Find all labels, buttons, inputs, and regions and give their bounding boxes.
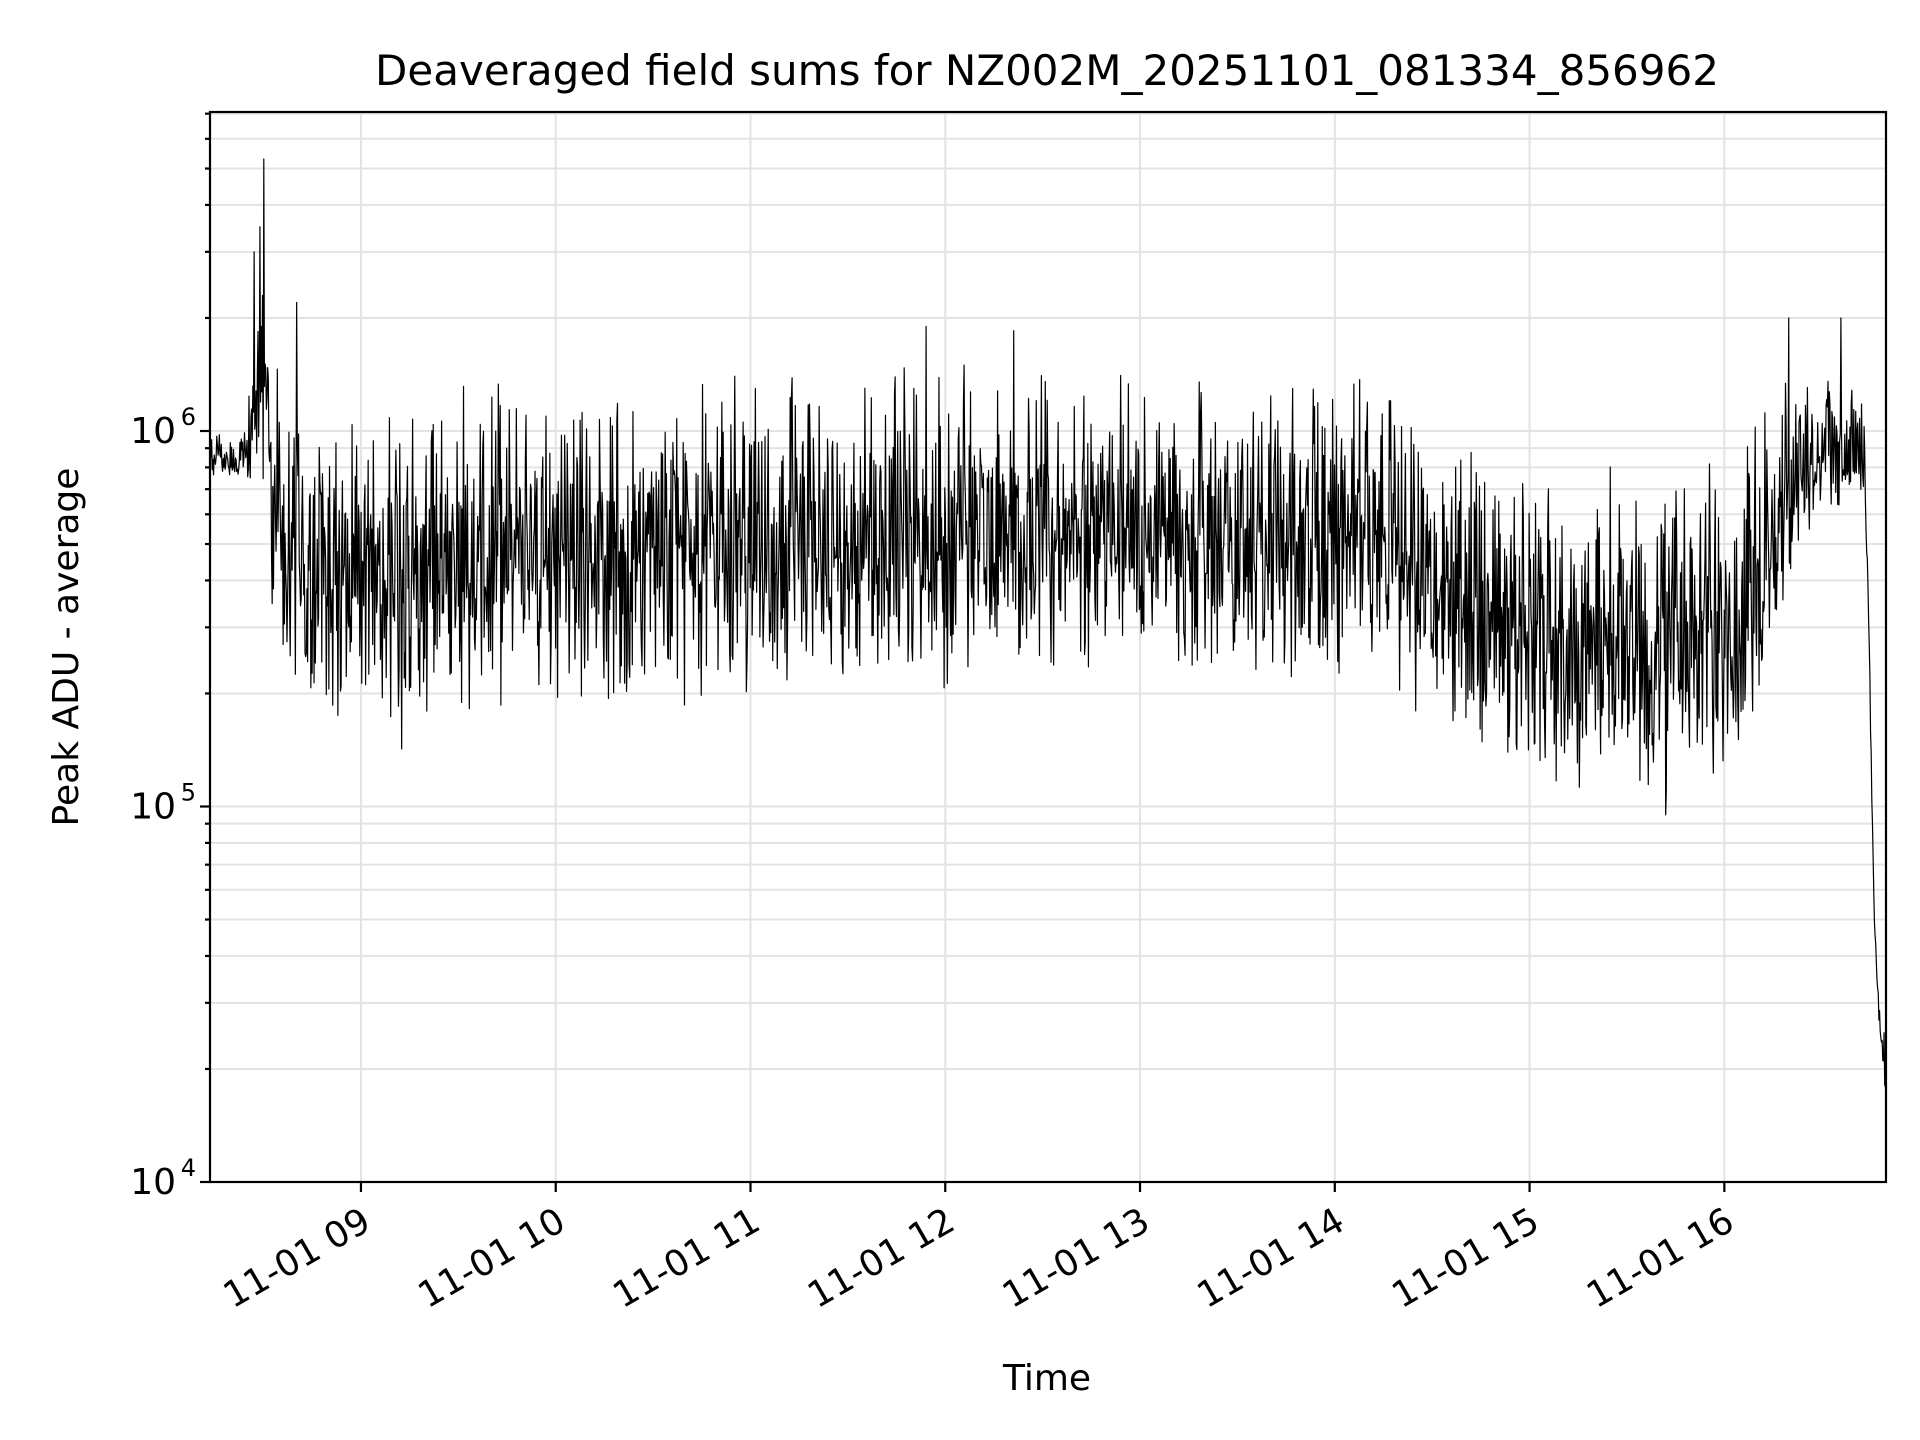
y-tick-label: 10 (130, 1162, 176, 1203)
y-tick-exponent: 4 (181, 1154, 196, 1182)
y-tick-exponent: 6 (181, 403, 196, 431)
y-tick-label: 10 (130, 411, 176, 452)
series-line (210, 158, 1887, 1088)
y-tick-exponent: 5 (181, 779, 196, 807)
y-tick-label: 10 (130, 787, 176, 828)
x-axis-label: Time (1002, 1358, 1091, 1399)
y-tick-base: 10 (130, 1162, 176, 1203)
y-axis-label: Peak ADU - average (46, 468, 87, 827)
y-tick-base: 10 (130, 411, 176, 452)
plot-frame (208, 110, 1888, 1184)
y-tick-base: 10 (130, 787, 176, 828)
chart-title: Deaveraged field sums for NZ002M_2025110… (375, 46, 1719, 95)
